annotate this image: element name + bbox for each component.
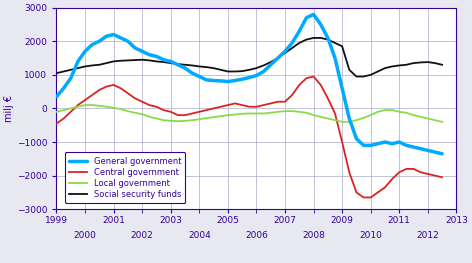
Line: Local government: Local government xyxy=(57,105,442,122)
Local government xyxy=(54,110,59,113)
Central government xyxy=(54,122,59,125)
Local government xyxy=(411,114,416,117)
General government xyxy=(439,152,445,155)
Local government xyxy=(104,105,110,108)
Local government xyxy=(203,117,209,120)
General government xyxy=(404,144,409,147)
Local government xyxy=(132,111,138,114)
Central government xyxy=(439,176,445,179)
Social security funds xyxy=(432,62,438,65)
Social security funds xyxy=(311,36,316,39)
General government xyxy=(125,40,131,43)
Line: General government: General government xyxy=(57,14,442,154)
Social security funds xyxy=(196,65,202,68)
Social security funds xyxy=(96,63,102,66)
Central government xyxy=(196,110,202,113)
General government xyxy=(54,95,59,98)
General government xyxy=(311,13,316,16)
Central government xyxy=(125,92,131,95)
Central government xyxy=(361,196,366,199)
Social security funds xyxy=(146,59,152,62)
General government xyxy=(432,150,438,154)
General government xyxy=(96,40,102,43)
Legend: General government, Central government, Local government, Social security funds: General government, Central government, … xyxy=(65,153,185,203)
Local government xyxy=(432,119,438,122)
Social security funds xyxy=(54,72,59,75)
Local government xyxy=(153,117,159,120)
General government xyxy=(146,53,152,56)
Central government xyxy=(146,104,152,107)
Line: Central government: Central government xyxy=(57,77,442,198)
Central government xyxy=(311,75,316,78)
Central government xyxy=(432,174,438,177)
Social security funds xyxy=(411,62,416,65)
Y-axis label: milj €: milj € xyxy=(4,95,14,122)
Central government xyxy=(411,167,416,170)
Local government xyxy=(339,120,345,123)
Central government xyxy=(96,88,102,92)
Social security funds xyxy=(439,63,445,66)
Line: Social security funds: Social security funds xyxy=(57,38,442,77)
Social security funds xyxy=(354,75,359,78)
Local government xyxy=(439,120,445,123)
Social security funds xyxy=(125,59,131,62)
Local government xyxy=(82,104,88,107)
General government xyxy=(196,75,202,78)
